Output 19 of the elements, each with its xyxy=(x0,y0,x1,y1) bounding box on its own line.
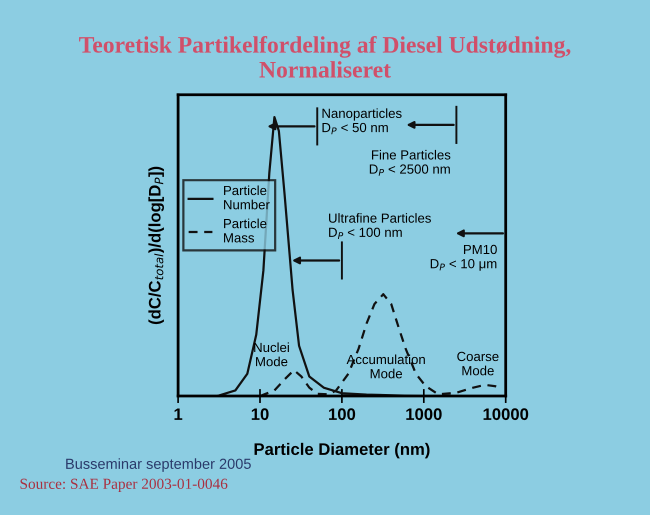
text: Busseminar september 2005 xyxy=(66,458,251,472)
ref-line-label: Ultrafine Particles D$_{P}$ < 100 nm xyxy=(329,213,431,240)
source-note: Source: SAE Paper 2003-01-0046 xyxy=(20,478,228,492)
x-axis-title: Particle Diameter (nm) xyxy=(254,442,430,458)
annotation: Coarse Mode xyxy=(457,352,499,376)
ref-line-label: Fine Particles D$_{P}$ < 2500 nm xyxy=(370,150,450,176)
y-axis-title: (dC/C$_{total}$)/d(log[D$_{P}$]) xyxy=(148,166,164,324)
ref-line-label: Nanoparticles D$_{P}$ < 50 nm xyxy=(322,108,402,134)
x-tick-label: 1 xyxy=(174,408,182,420)
x-tick-label: 100 xyxy=(329,408,356,420)
text: PM10 D$_{P}$ < 10 μm xyxy=(430,244,497,271)
x-tick-label: 10000 xyxy=(484,408,528,420)
annotation: Accumulation Mode xyxy=(346,354,425,378)
x-tick-label: 10 xyxy=(252,408,269,420)
chart-title: Teoretisk Partikelfordeling af Diesel Udstødning, Normaliseret xyxy=(79,36,570,78)
legend-label: Particle Number xyxy=(224,185,270,210)
legend-label: Particle Mass xyxy=(224,218,266,242)
x-tick-label: 1000 xyxy=(406,408,442,420)
annotation: Nuclei Mode xyxy=(254,342,289,366)
